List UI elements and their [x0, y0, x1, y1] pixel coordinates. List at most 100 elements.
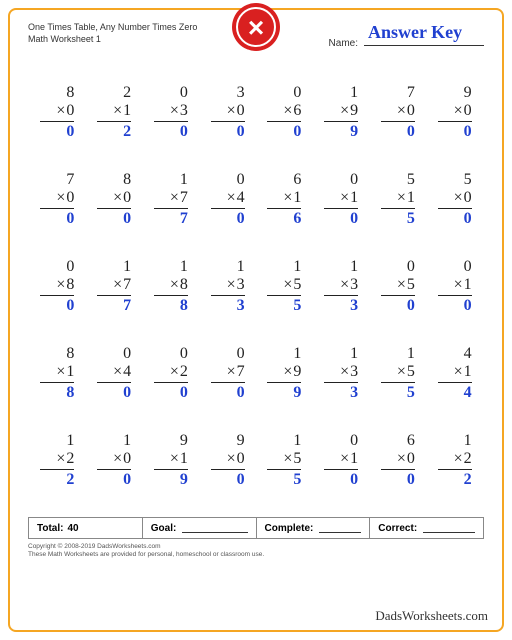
answer: 9 — [267, 383, 301, 402]
answer: 5 — [267, 296, 301, 315]
name-input-line[interactable]: Answer Key — [364, 26, 484, 46]
footer-correct: Correct: — [370, 518, 483, 538]
problem: 133 — [324, 258, 358, 315]
answer: 0 — [324, 470, 358, 489]
operand-top: 1 — [324, 84, 358, 102]
problem: 133 — [324, 345, 358, 402]
operand-top: 1 — [267, 432, 301, 450]
problems-grid: 8002120303000601997009007008001770406160… — [28, 84, 484, 489]
problem: 050 — [381, 258, 415, 315]
operand-top: 0 — [154, 345, 188, 363]
answer: 0 — [154, 383, 188, 402]
problem: 919 — [154, 432, 188, 489]
answer: 8 — [154, 296, 188, 315]
problem: 199 — [324, 84, 358, 141]
operand-bottom: 0 — [438, 189, 472, 209]
answer: 7 — [97, 296, 131, 315]
answer: 0 — [438, 122, 472, 141]
problem: 040 — [211, 171, 245, 228]
title-block: One Times Table, Any Number Times Zero M… — [28, 20, 256, 45]
operand-bottom: 8 — [154, 276, 188, 296]
operand-bottom: 1 — [97, 102, 131, 122]
problem: 020 — [154, 345, 188, 402]
problem: 818 — [40, 345, 74, 402]
operand-bottom: 0 — [211, 102, 245, 122]
problem: 155 — [267, 258, 301, 315]
operand-bottom: 3 — [154, 102, 188, 122]
problem: 177 — [154, 171, 188, 228]
operand-top: 9 — [438, 84, 472, 102]
answer: 0 — [267, 122, 301, 141]
name-label: Name: — [329, 38, 358, 49]
problem: 155 — [267, 432, 301, 489]
operand-bottom: 0 — [40, 102, 74, 122]
operand-top: 1 — [211, 258, 245, 276]
operand-top: 2 — [97, 84, 131, 102]
answer: 0 — [211, 383, 245, 402]
problem: 010 — [324, 171, 358, 228]
answer: 0 — [154, 122, 188, 141]
operand-top: 5 — [381, 171, 415, 189]
answer: 9 — [324, 122, 358, 141]
problem: 030 — [154, 84, 188, 141]
problem: 133 — [211, 258, 245, 315]
multiply-badge-icon: × — [231, 2, 281, 52]
copyright: Copyright © 2008-2019 DadsWorksheets.com… — [28, 543, 484, 560]
problem: 010 — [438, 258, 472, 315]
operand-bottom: 2 — [438, 450, 472, 470]
answer: 0 — [97, 209, 131, 228]
operand-bottom: 1 — [324, 189, 358, 209]
operand-bottom: 9 — [324, 102, 358, 122]
complete-label: Complete: — [265, 523, 314, 534]
operand-bottom: 1 — [154, 450, 188, 470]
answer: 3 — [211, 296, 245, 315]
operand-bottom: 5 — [267, 450, 301, 470]
operand-bottom: 7 — [97, 276, 131, 296]
operand-top: 0 — [324, 171, 358, 189]
answer: 2 — [438, 470, 472, 489]
correct-blank[interactable] — [423, 523, 475, 533]
operand-top: 6 — [381, 432, 415, 450]
answer: 9 — [154, 470, 188, 489]
operand-bottom: 3 — [324, 276, 358, 296]
operand-top: 1 — [97, 258, 131, 276]
problem: 515 — [381, 171, 415, 228]
operand-bottom: 8 — [40, 276, 74, 296]
problem: 122 — [40, 432, 74, 489]
answer: 0 — [381, 122, 415, 141]
problem: 900 — [438, 84, 472, 141]
operand-top: 1 — [97, 432, 131, 450]
operand-bottom: 1 — [40, 363, 74, 383]
complete-blank[interactable] — [319, 523, 361, 533]
title-line2: Math Worksheet 1 — [28, 34, 256, 46]
logo-text: DadsWorksheets.com — [375, 608, 488, 624]
problem: 800 — [40, 84, 74, 141]
goal-blank[interactable] — [182, 523, 247, 533]
answer: 2 — [40, 470, 74, 489]
operand-bottom: 0 — [381, 102, 415, 122]
problem: 122 — [438, 432, 472, 489]
operand-bottom: 0 — [97, 450, 131, 470]
operand-bottom: 0 — [211, 450, 245, 470]
problem: 300 — [211, 84, 245, 141]
operand-top: 1 — [154, 258, 188, 276]
problem: 188 — [154, 258, 188, 315]
operand-top: 8 — [40, 84, 74, 102]
operand-bottom: 0 — [438, 102, 472, 122]
operand-bottom: 0 — [381, 450, 415, 470]
problem: 212 — [97, 84, 131, 141]
total-value: 40 — [67, 523, 78, 534]
answer: 0 — [381, 296, 415, 315]
answer: 0 — [40, 122, 74, 141]
correct-label: Correct: — [378, 523, 417, 534]
operand-top: 3 — [211, 84, 245, 102]
answer: 0 — [438, 296, 472, 315]
problem: 700 — [381, 84, 415, 141]
operand-bottom: 1 — [324, 450, 358, 470]
operand-bottom: 3 — [324, 363, 358, 383]
answer: 0 — [211, 122, 245, 141]
operand-bottom: 9 — [267, 363, 301, 383]
problem: 177 — [97, 258, 131, 315]
operand-top: 1 — [267, 345, 301, 363]
answer: 0 — [211, 209, 245, 228]
